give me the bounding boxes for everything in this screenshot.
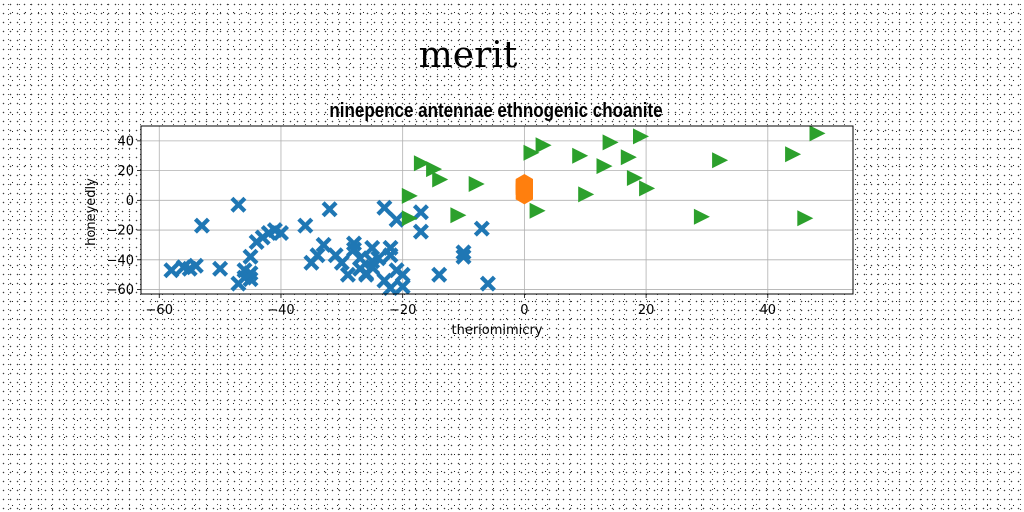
y-axis-label: honeyedly — [84, 178, 99, 246]
chart-title: ninepence antennae ethnogenic choanite — [329, 99, 662, 122]
x-tick-label: 40 — [760, 303, 777, 318]
x-tick-label: 20 — [638, 303, 655, 318]
y-tick-label: −60 — [107, 283, 134, 298]
x-tick-label: −60 — [146, 303, 173, 318]
y-tick-label: 20 — [117, 164, 134, 179]
x-tick-label: −20 — [389, 303, 416, 318]
x-axis-label: theriomimicry — [452, 323, 543, 338]
figure-suptitle: merit — [419, 35, 518, 76]
y-tick-label: 40 — [117, 134, 134, 149]
y-tick-label: −20 — [107, 224, 134, 239]
x-tick-label: −40 — [267, 303, 294, 318]
y-tick-label: −40 — [107, 253, 134, 268]
x-tick-label: 0 — [520, 303, 528, 318]
series-hexagon — [516, 174, 533, 204]
y-tick-label: 0 — [126, 194, 134, 209]
